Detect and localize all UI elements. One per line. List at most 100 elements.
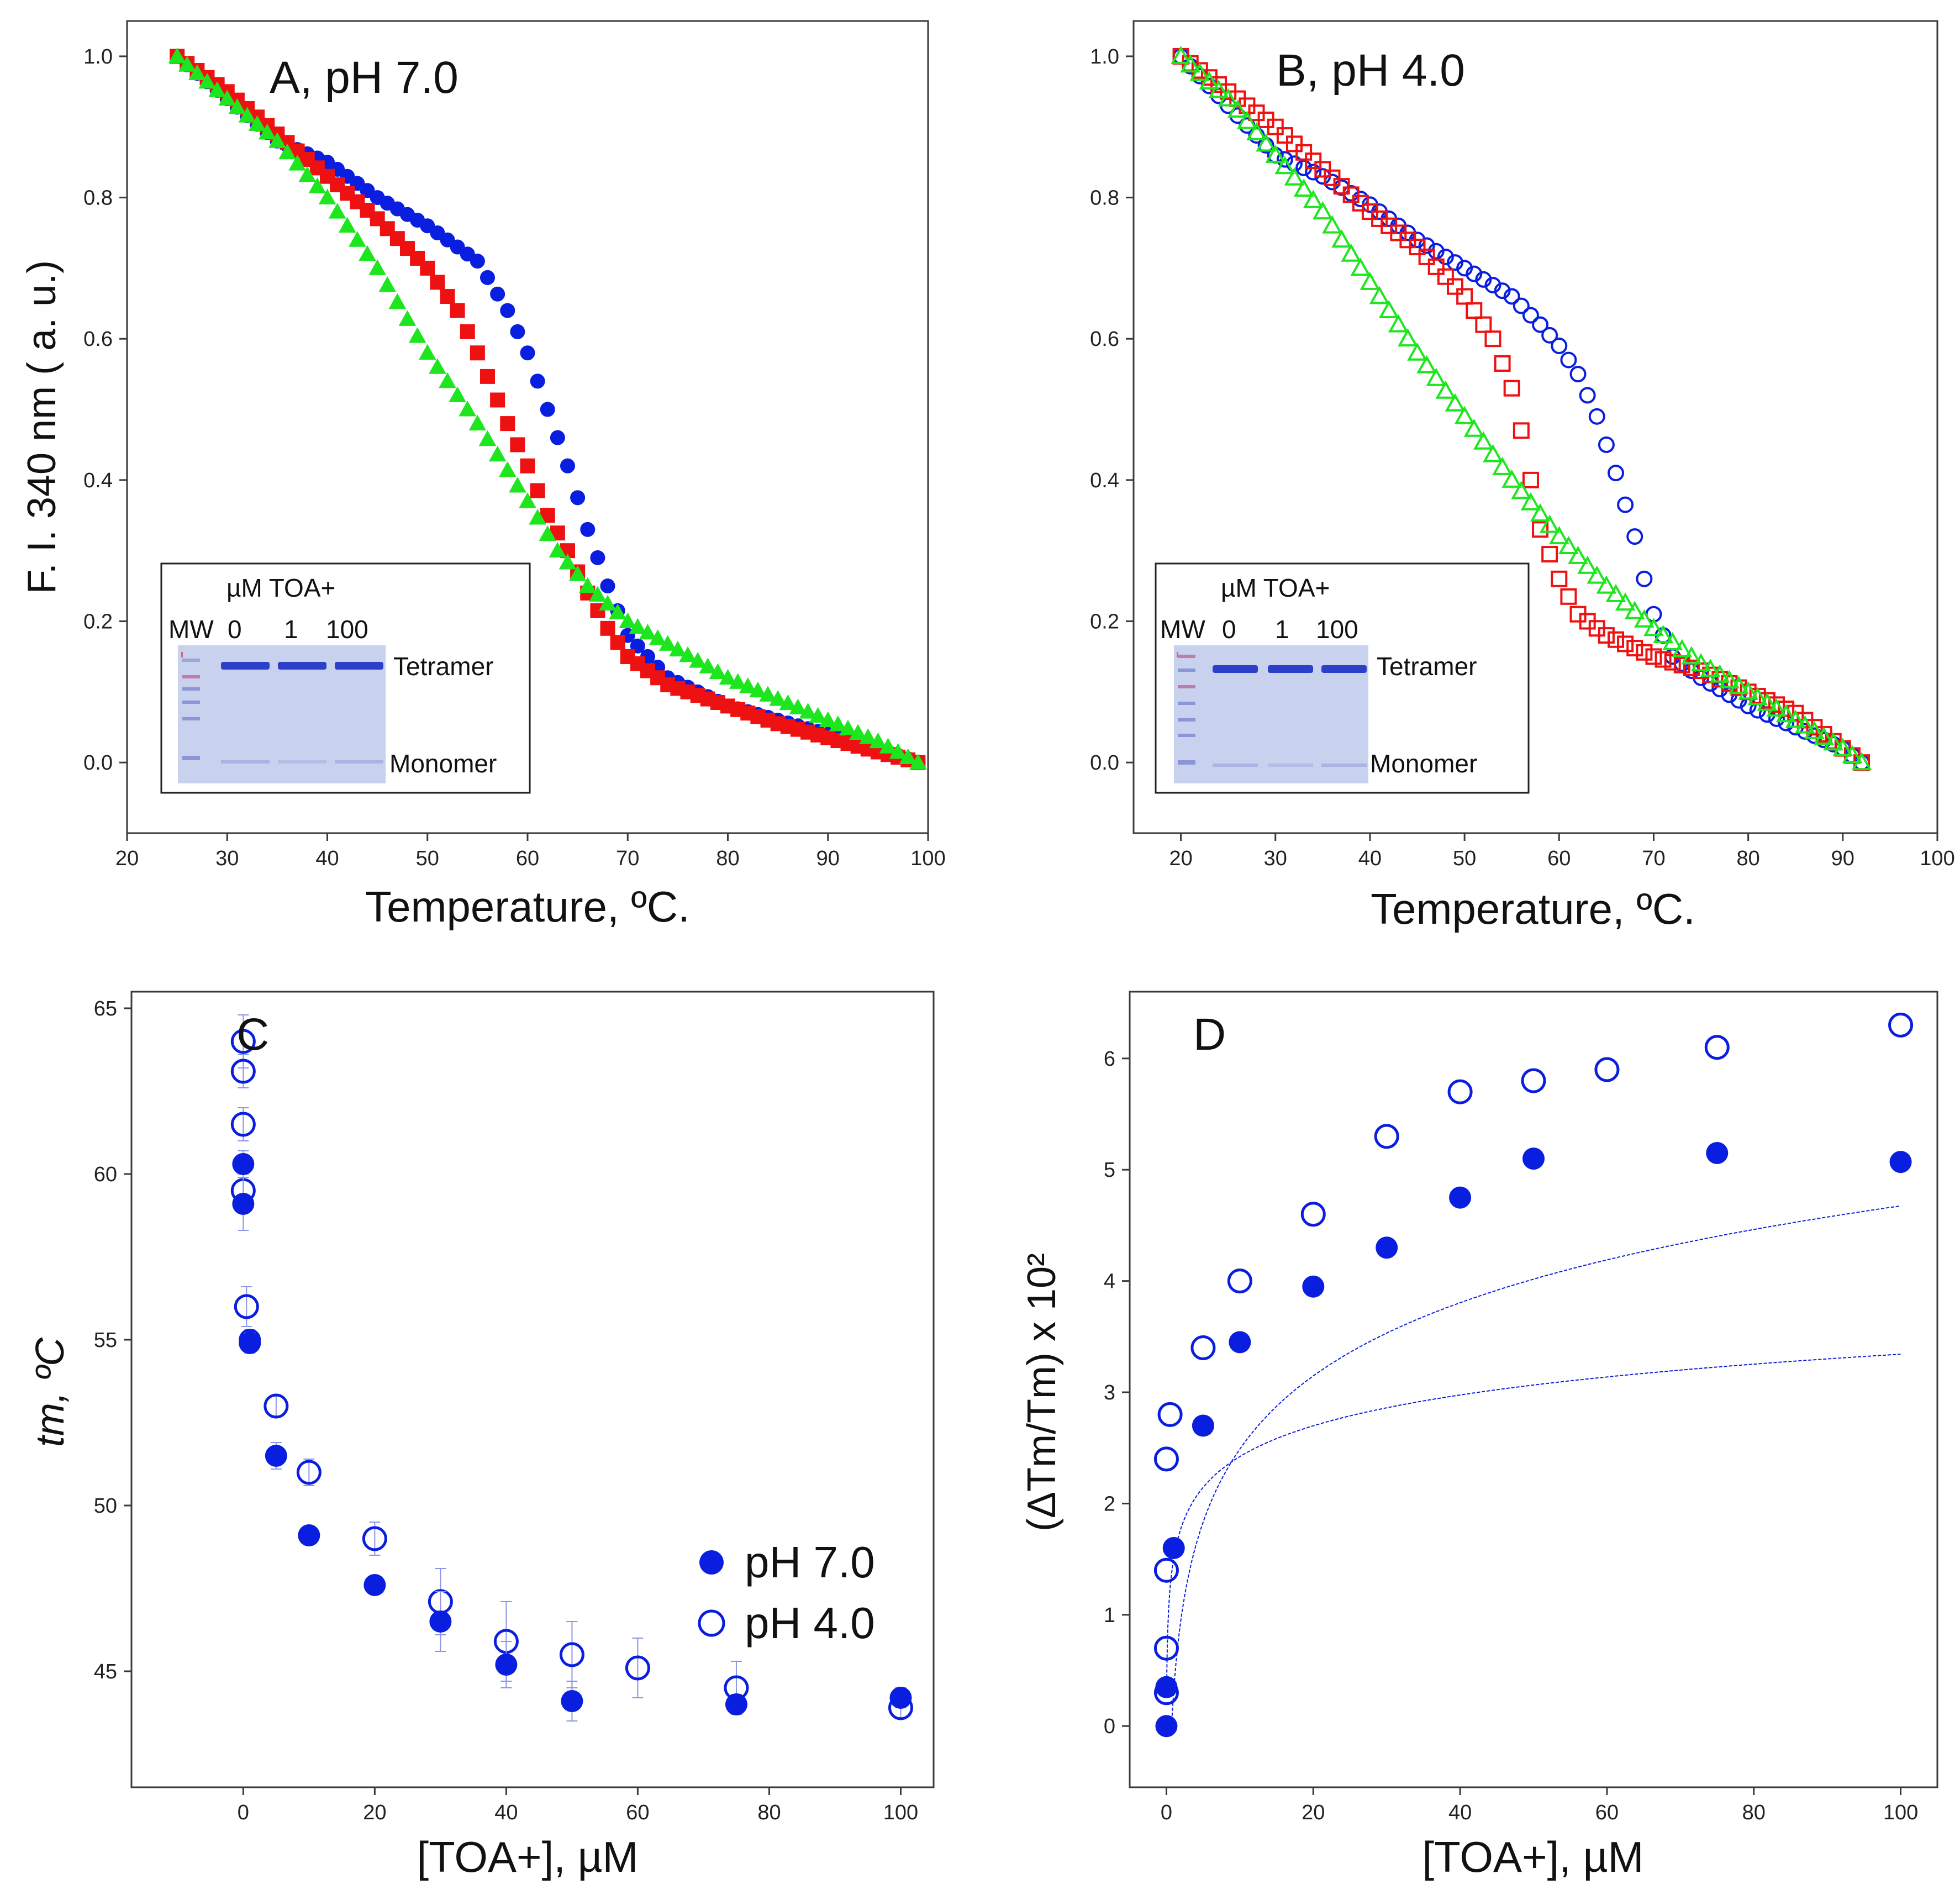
data-point-red: [1598, 627, 1615, 644]
panel-d-xlabel: [TOA+], µM: [1422, 1833, 1643, 1881]
y-tick-label: 0.8: [1090, 187, 1119, 210]
data-point-red: [1267, 118, 1284, 135]
data-point-ph4: [1157, 1402, 1183, 1427]
data-point-red: [1305, 152, 1322, 170]
data-point-green: [1615, 592, 1636, 611]
data-point-green: [218, 90, 236, 106]
data-point-green: [819, 711, 837, 727]
data-point-green: [318, 188, 336, 205]
data-point-ph4: [1153, 1557, 1179, 1583]
data-point-blue: [1551, 338, 1568, 354]
data-point-green: [769, 690, 787, 706]
data-point-blue: [540, 402, 555, 417]
data-point-green: [1775, 704, 1796, 723]
mw-ladder-band: [182, 717, 200, 720]
panel-a-title: A, pH 7.0: [270, 52, 459, 103]
data-point-ph4: [1594, 1057, 1620, 1082]
y-tick-label: 1.0: [1090, 45, 1119, 69]
data-point-green: [759, 686, 777, 702]
monomer-band-lane-1: [1268, 764, 1313, 767]
data-point-green: [1388, 314, 1409, 333]
x-tick-label: 20: [1302, 1801, 1325, 1824]
y-tick-label: 1: [1104, 1604, 1115, 1627]
panel-a-ylabel: F. I. 340 nm ( a. u.): [20, 260, 64, 594]
y-tick-label: 0.6: [1090, 328, 1119, 351]
data-point-red: [470, 345, 485, 361]
data-point-red: [600, 620, 615, 636]
data-point-ph4: [1227, 1268, 1252, 1294]
data-point-green: [478, 430, 497, 446]
data-point-green: [609, 603, 626, 620]
data-point-red: [1560, 588, 1577, 605]
data-point-green: [1492, 456, 1513, 475]
data-point-green: [1378, 300, 1399, 319]
data-point-blue: [1636, 570, 1653, 587]
lane-label-100: 100: [1316, 615, 1358, 644]
data-point-green: [1426, 367, 1447, 386]
data-point-blue: [1579, 387, 1596, 404]
data-point-green: [689, 652, 707, 668]
data-point-green: [1331, 229, 1352, 248]
tetramer-band-lane-100: [335, 662, 383, 670]
data-point-red: [450, 303, 465, 318]
data-point-green: [208, 81, 226, 97]
mw-ladder-band: [182, 701, 200, 704]
data-point-green: [1416, 355, 1437, 373]
data-point-green: [1341, 243, 1362, 262]
x-tick-label: 60: [1547, 847, 1571, 870]
panel-d: 0 20 40 60 80 100 0 1 2 3 4 5 6 D [TOA+], µM (ΔTm/Tm…: [1020, 991, 1938, 1881]
data-point-green: [238, 107, 256, 123]
data-point-red: [1475, 316, 1492, 333]
data-point-red: [1608, 631, 1624, 648]
data-point-red: [1437, 268, 1454, 285]
data-point-blue: [1456, 260, 1473, 277]
panel-b-frame: [1132, 20, 1938, 834]
data-point-blue: [1447, 254, 1463, 271]
legend-marker-ph4: [698, 1609, 725, 1637]
data-point-green: [1795, 715, 1815, 734]
data-point-green: [1624, 601, 1645, 619]
data-point-green: [1445, 393, 1466, 412]
data-point-red: [1324, 169, 1341, 186]
data-point-ph7: [1302, 1275, 1325, 1298]
panel-c-frame: [130, 991, 935, 1788]
data-point-blue: [1541, 327, 1558, 344]
data-point-green: [1454, 406, 1475, 424]
mw-ladder-band: [1178, 734, 1195, 737]
y-tick-label: 0.2: [83, 610, 113, 634]
x-tick-label: 70: [616, 847, 639, 870]
panel-b-title: B, pH 4.0: [1276, 45, 1465, 96]
data-point-green: [408, 327, 426, 343]
data-point-ph7: [1229, 1331, 1251, 1354]
data-point-ph7: [1449, 1186, 1472, 1209]
data-point-green: [308, 177, 326, 193]
mw-ladder-band: [1178, 702, 1195, 705]
data-point-red: [500, 416, 515, 431]
data-point-green: [1719, 670, 1740, 688]
data-point-blue: [550, 430, 565, 445]
monomer-band-lane-0: [221, 760, 270, 764]
data-point-green: [258, 123, 276, 140]
y-tick-label: 0: [1104, 1715, 1115, 1738]
data-point-green: [589, 586, 607, 602]
lane-label-mw: MW: [1160, 615, 1205, 644]
x-tick-label: 40: [315, 847, 339, 870]
lane-label-100: 100: [326, 615, 368, 644]
y-tick-label: 6: [1104, 1047, 1115, 1071]
data-point-red: [440, 289, 455, 304]
data-point-ph4: [625, 1655, 650, 1681]
data-point-red: [1522, 471, 1539, 488]
data-point-ph4: [1704, 1035, 1730, 1060]
data-point-green: [709, 663, 727, 680]
data-point-green: [1303, 190, 1324, 208]
data-point-green: [1851, 752, 1872, 771]
data-point-green: [549, 541, 567, 558]
data-point-blue: [500, 303, 515, 318]
fit-curve: [1166, 1354, 1901, 1678]
data-point-green: [1237, 110, 1257, 129]
data-point-red: [1617, 635, 1634, 652]
data-point-blue: [580, 522, 596, 537]
data-point-green: [629, 618, 647, 634]
data-point-green: [429, 358, 446, 374]
monomer-band-lane-0: [1213, 764, 1258, 767]
